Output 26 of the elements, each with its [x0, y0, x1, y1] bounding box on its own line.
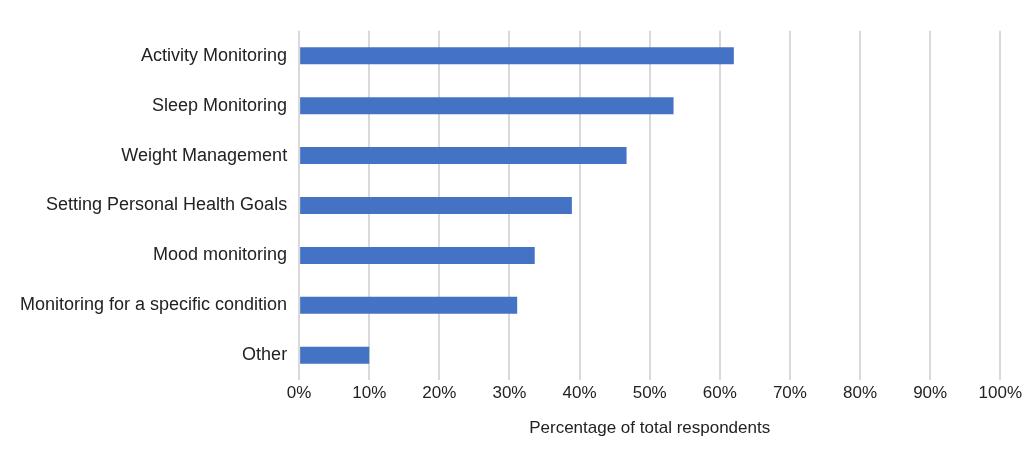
- x-tick-label: 10%: [352, 383, 387, 403]
- bar: [300, 346, 370, 364]
- x-tick-label: 60%: [702, 383, 737, 403]
- x-tick-label: 30%: [492, 383, 527, 403]
- y-tick-label: Sleep Monitoring: [152, 94, 288, 115]
- y-tick-label: Setting Personal Health Goals: [45, 194, 288, 215]
- bar: [300, 147, 627, 165]
- bar: [300, 246, 535, 264]
- x-tick-label: 0%: [286, 383, 312, 403]
- y-tick-label: Monitoring for a specific condition: [19, 294, 288, 315]
- bar: [300, 296, 518, 314]
- x-tick-label: 20%: [422, 383, 457, 403]
- x-tick-label: 40%: [562, 383, 597, 403]
- x-tick-label: 80%: [843, 383, 878, 403]
- bar: [300, 97, 674, 115]
- x-tick-label: 90%: [913, 383, 948, 403]
- x-axis-title: Percentage of total respondents: [529, 418, 771, 438]
- bar: [300, 197, 572, 214]
- x-tick-label: 70%: [772, 383, 807, 403]
- y-tick-label: Mood monitoring: [153, 244, 288, 265]
- y-tick-label: Other: [242, 344, 288, 365]
- bar: [300, 47, 734, 65]
- y-tick-label: Weight Management: [121, 144, 288, 165]
- y-tick-label: Activity Monitoring: [141, 44, 288, 65]
- x-tick-label: 100%: [978, 383, 1022, 403]
- x-tick-label: 50%: [632, 383, 667, 403]
